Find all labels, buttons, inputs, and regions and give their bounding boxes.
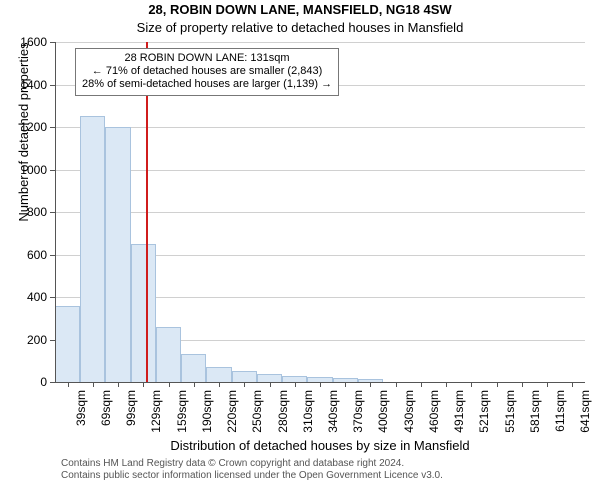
chart-title-address: 28, ROBIN DOWN LANE, MANSFIELD, NG18 4SW: [0, 2, 600, 17]
footer-line2: Contains public sector information licen…: [61, 470, 443, 482]
histogram-bar: [257, 374, 282, 383]
x-tick-label: 159sqm: [175, 390, 189, 440]
y-tick-label: 800: [13, 205, 47, 219]
x-tick-label: 400sqm: [376, 390, 390, 440]
x-tick-label: 521sqm: [477, 390, 491, 440]
x-tick-label: 99sqm: [124, 390, 138, 440]
y-tick-label: 1400: [13, 78, 47, 92]
y-tick-label: 400: [13, 290, 47, 304]
x-axis-label: Distribution of detached houses by size …: [55, 438, 585, 453]
annotation-line1: 28 ROBIN DOWN LANE: 131sqm: [82, 52, 332, 65]
y-tick-label: 1200: [13, 120, 47, 134]
x-tick-label: 190sqm: [200, 390, 214, 440]
grid-line: [55, 170, 585, 171]
histogram-bar: [156, 327, 181, 382]
x-tick-label: 491sqm: [452, 390, 466, 440]
x-tick-label: 250sqm: [250, 390, 264, 440]
y-tick-label: 1600: [13, 35, 47, 49]
x-tick-label: 430sqm: [402, 390, 416, 440]
histogram-bar: [80, 116, 105, 382]
grid-line: [55, 212, 585, 213]
x-tick-label: 641sqm: [578, 390, 592, 440]
x-tick-label: 460sqm: [427, 390, 441, 440]
x-tick-label: 551sqm: [503, 390, 517, 440]
annotation-box: 28 ROBIN DOWN LANE: 131sqm ← 71% of deta…: [75, 48, 339, 96]
axis-line: [55, 382, 585, 383]
footer-text: Contains HM Land Registry data © Crown c…: [61, 458, 443, 482]
histogram-bar: [232, 371, 257, 382]
histogram-bar: [55, 306, 80, 383]
chart-container: 28, ROBIN DOWN LANE, MANSFIELD, NG18 4SW…: [0, 0, 600, 500]
chart-title-desc: Size of property relative to detached ho…: [0, 20, 600, 35]
x-tick-label: 39sqm: [74, 390, 88, 440]
x-tick-label: 129sqm: [149, 390, 163, 440]
histogram-bar: [105, 127, 130, 382]
x-tick-label: 280sqm: [276, 390, 290, 440]
x-tick-label: 370sqm: [351, 390, 365, 440]
histogram-bar: [131, 244, 156, 382]
y-tick-label: 200: [13, 333, 47, 347]
histogram-bar: [181, 354, 206, 382]
x-tick-label: 220sqm: [225, 390, 239, 440]
y-tick-label: 0: [13, 375, 47, 389]
x-tick-label: 611sqm: [553, 390, 567, 440]
y-tick-label: 600: [13, 248, 47, 262]
grid-line: [55, 127, 585, 128]
x-tick-label: 340sqm: [326, 390, 340, 440]
annotation-line3: 28% of semi-detached houses are larger (…: [82, 78, 332, 91]
footer-line1: Contains HM Land Registry data © Crown c…: [61, 458, 443, 470]
x-tick-label: 310sqm: [301, 390, 315, 440]
x-tick-label: 69sqm: [99, 390, 113, 440]
histogram-bar: [206, 367, 231, 382]
x-tick-label: 581sqm: [528, 390, 542, 440]
grid-line: [55, 42, 585, 43]
y-tick-label: 1000: [13, 163, 47, 177]
annotation-line2: ← 71% of detached houses are smaller (2,…: [82, 65, 332, 78]
axis-line: [55, 42, 56, 382]
